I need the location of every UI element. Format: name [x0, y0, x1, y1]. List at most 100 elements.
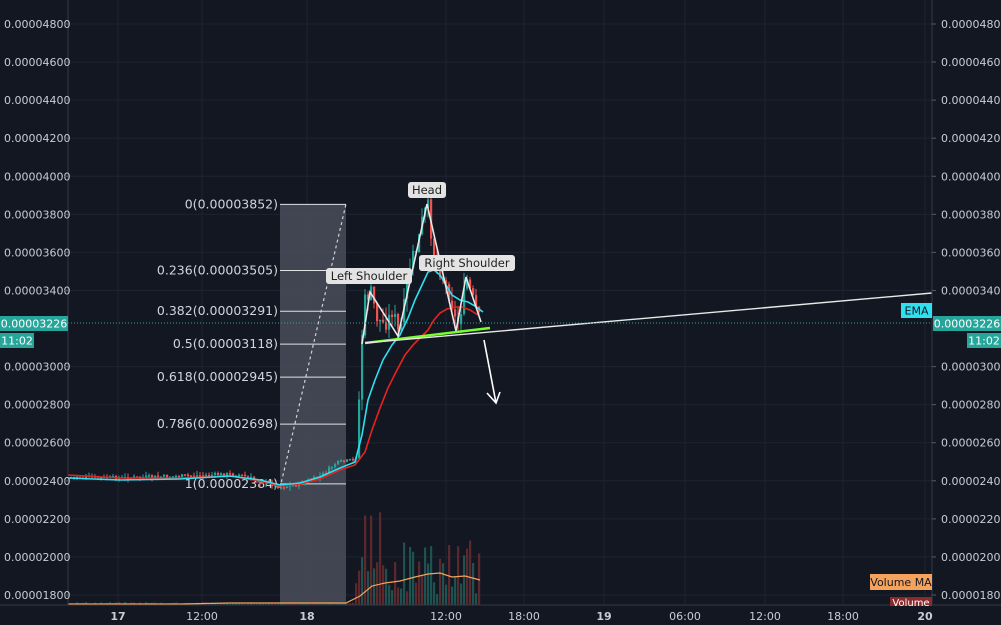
- volume-bar: [238, 602, 241, 605]
- volume-bar: [397, 587, 400, 605]
- volume-bar: [361, 557, 364, 605]
- volume-bar: [412, 551, 415, 605]
- volume-bar: [379, 512, 382, 605]
- svg-text:0.00003226: 0.00003226: [934, 318, 1000, 331]
- candle-body: [151, 475, 154, 478]
- candle-body: [340, 460, 343, 462]
- candle-body: [196, 475, 199, 477]
- volume-bar: [364, 515, 367, 605]
- y-tick-label: 0.00003000: [941, 361, 1001, 374]
- candle-body: [358, 399, 361, 458]
- volume-bar: [421, 575, 424, 605]
- volume-bar: [241, 603, 244, 605]
- label-right-shoulder: Right Shoulder: [419, 255, 515, 271]
- candle-body: [223, 473, 226, 477]
- volume-bar: [262, 602, 265, 605]
- x-tick-label: 17: [110, 610, 125, 623]
- volume-bar: [346, 603, 349, 605]
- volume-bar: [337, 602, 340, 605]
- candle-body: [247, 476, 250, 478]
- candle-body: [220, 473, 223, 476]
- volume-bar: [358, 570, 361, 605]
- volume-bar: [220, 602, 223, 605]
- fib-retracement[interactable]: 0(0.00003852) 0.236(0.00003505) 0.382(0.00…: [157, 196, 347, 605]
- candle-body: [367, 294, 370, 300]
- candle-body: [346, 459, 349, 462]
- y-tick-label: 0.00002600: [941, 437, 1001, 450]
- volume-bar: [325, 603, 328, 605]
- y-tick-label: 0.00004200: [4, 132, 70, 145]
- volume-bar: [367, 571, 370, 605]
- candle-body: [373, 286, 376, 304]
- label-left-shoulder: Left Shoulder: [326, 268, 412, 284]
- y-tick-label: 0.00002000: [4, 551, 70, 564]
- volume-bar: [214, 603, 217, 605]
- candle-body: [136, 476, 139, 478]
- candle-body: [166, 474, 169, 478]
- y-tick-label: 0.00004800: [4, 18, 70, 31]
- volume-bar: [430, 546, 433, 605]
- x-tick-label: 18:00: [827, 610, 859, 623]
- candle-body: [133, 476, 136, 478]
- y-tick-label: 0.00004800: [941, 18, 1001, 31]
- x-tick-label: 12:00: [430, 610, 462, 623]
- candle-body: [184, 474, 187, 476]
- candle-body: [226, 473, 229, 477]
- candle-body: [85, 476, 88, 478]
- x-tick-label: 20: [917, 610, 933, 623]
- legend-volume[interactable]: Volume: [890, 597, 932, 609]
- candle-body: [214, 472, 217, 475]
- candle-body: [172, 476, 175, 478]
- volume-bar: [292, 602, 295, 605]
- volume-bar: [394, 561, 397, 605]
- candle-body: [343, 460, 346, 462]
- volume-bar: [289, 602, 292, 605]
- volume-bar: [265, 602, 268, 605]
- y-tick-label: 0.00004400: [941, 94, 1001, 107]
- volume-bar: [349, 603, 352, 605]
- legend-ema[interactable]: EMA: [901, 303, 932, 318]
- y-tick-label: 0.00002400: [941, 475, 1001, 488]
- svg-text:Left Shoulder: Left Shoulder: [331, 269, 408, 283]
- x-axis: 17 12:00 18 12:00 18:00 19 06:00 12:00 18:00 20: [110, 610, 933, 623]
- candle-body: [190, 475, 193, 478]
- candle-body: [241, 474, 244, 477]
- candle-body: [178, 475, 181, 478]
- volume-bar: [250, 602, 253, 605]
- y-tick-label: 0.00002800: [4, 399, 70, 412]
- volume-bar: [382, 565, 385, 605]
- candle-body: [280, 487, 283, 489]
- volume-bar: [301, 603, 304, 605]
- candle-body: [244, 474, 247, 477]
- y-tick-label: 0.00003600: [941, 246, 1001, 259]
- candle-body: [412, 250, 415, 269]
- candle-body: [433, 238, 436, 256]
- y-tick-label: 0.00004000: [941, 170, 1001, 183]
- svg-text:Volume: Volume: [892, 598, 929, 609]
- volume-bar: [400, 588, 403, 605]
- candle-body: [100, 477, 103, 479]
- volume-bar: [469, 540, 472, 605]
- volume-bar: [373, 568, 376, 605]
- candle-body: [262, 482, 265, 485]
- candle-body: [385, 322, 388, 330]
- volume-bar: [388, 584, 391, 605]
- volume-bar: [316, 602, 319, 605]
- volume-bar: [307, 603, 310, 605]
- volume-bar: [277, 602, 280, 605]
- x-tick-label: 12:00: [186, 610, 218, 623]
- volume-bar: [229, 603, 232, 605]
- legend-volume-ma[interactable]: Volume MA: [870, 574, 932, 590]
- y-tick-label: 0.00002200: [941, 513, 1001, 526]
- fib-dashed-trend: [279, 203, 347, 489]
- candle-body: [208, 474, 211, 477]
- y-tick-label: 0.00002200: [4, 513, 70, 526]
- y-tick-label: 0.00002600: [4, 437, 70, 450]
- x-tick-label: 18:00: [508, 610, 540, 623]
- x-tick-label: 12:00: [749, 610, 781, 623]
- candle-body: [199, 475, 202, 477]
- volume-bar: [304, 602, 307, 605]
- volume-bar: [424, 547, 427, 605]
- down-arrow: [483, 339, 501, 405]
